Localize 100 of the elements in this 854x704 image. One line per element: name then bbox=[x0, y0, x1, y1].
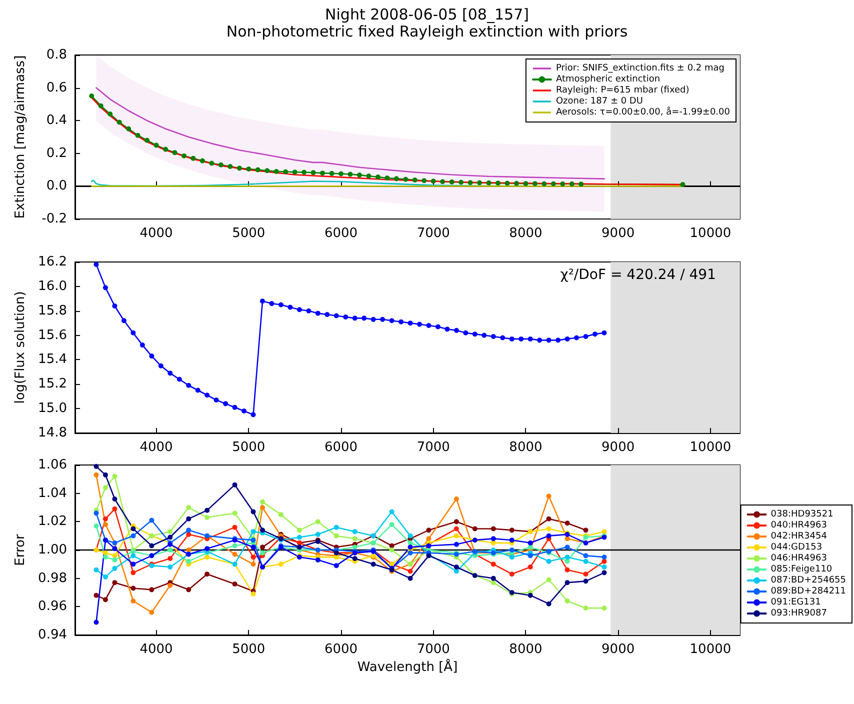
point bbox=[537, 338, 542, 343]
point bbox=[144, 138, 150, 143]
x-tick-label: 5000 bbox=[232, 642, 266, 657]
point bbox=[352, 556, 358, 561]
point bbox=[509, 554, 514, 560]
point bbox=[412, 177, 418, 182]
point bbox=[602, 558, 607, 564]
point bbox=[352, 529, 358, 534]
point bbox=[163, 146, 168, 152]
point bbox=[223, 401, 228, 406]
x-tick-label: 9000 bbox=[602, 440, 635, 455]
point bbox=[102, 522, 108, 527]
point bbox=[384, 176, 390, 180]
legend-label: 038:HD93521 bbox=[770, 510, 834, 520]
annotation: χ²/DoF = 420.24 / 491 bbox=[560, 267, 716, 283]
point bbox=[250, 562, 256, 567]
point bbox=[108, 112, 113, 117]
point bbox=[528, 540, 533, 546]
point bbox=[366, 174, 372, 179]
point bbox=[477, 180, 482, 186]
point bbox=[496, 180, 501, 186]
point bbox=[343, 314, 348, 320]
point bbox=[232, 543, 238, 548]
point bbox=[389, 548, 394, 552]
point bbox=[490, 576, 496, 581]
point bbox=[274, 168, 279, 174]
point bbox=[528, 553, 533, 558]
point bbox=[578, 182, 584, 187]
point bbox=[260, 499, 265, 504]
point bbox=[398, 319, 404, 324]
point bbox=[564, 536, 570, 542]
point bbox=[102, 285, 108, 290]
point bbox=[130, 586, 136, 591]
x-tick-label: 8000 bbox=[509, 440, 542, 455]
x-tick-label: 10000 bbox=[690, 642, 732, 657]
x-tick-label: 6000 bbox=[324, 226, 358, 241]
point bbox=[130, 553, 136, 558]
point bbox=[94, 620, 99, 625]
point bbox=[278, 512, 284, 518]
point bbox=[602, 570, 607, 576]
legend-label: Prior: SNIFS_extinction.fits ± 0.2 mag bbox=[556, 64, 725, 74]
point bbox=[94, 510, 99, 516]
point bbox=[546, 338, 552, 343]
point bbox=[260, 298, 265, 304]
point bbox=[232, 524, 238, 530]
point bbox=[168, 582, 173, 588]
point bbox=[172, 150, 178, 156]
point bbox=[583, 558, 588, 564]
point bbox=[186, 532, 192, 537]
point bbox=[195, 388, 200, 393]
point bbox=[130, 533, 136, 538]
point bbox=[352, 536, 358, 542]
point bbox=[168, 556, 173, 561]
point bbox=[454, 328, 459, 333]
legend-label: 087:BD+254655 bbox=[770, 576, 846, 586]
point bbox=[324, 312, 330, 318]
point bbox=[112, 580, 118, 586]
x-tick-label: 9000 bbox=[602, 226, 635, 241]
point bbox=[232, 582, 238, 586]
point bbox=[250, 509, 256, 514]
point bbox=[186, 505, 192, 510]
point bbox=[602, 564, 607, 570]
point bbox=[454, 542, 459, 547]
point bbox=[454, 496, 459, 502]
point bbox=[329, 170, 334, 176]
point bbox=[232, 482, 238, 488]
point bbox=[583, 606, 588, 611]
point bbox=[426, 528, 432, 533]
point bbox=[209, 160, 214, 166]
y-tick-label: 1.06 bbox=[38, 458, 67, 472]
point bbox=[490, 526, 496, 532]
point bbox=[228, 164, 233, 170]
point bbox=[463, 330, 468, 336]
point bbox=[352, 544, 358, 550]
point bbox=[260, 505, 265, 510]
point bbox=[112, 506, 118, 512]
point bbox=[102, 574, 108, 580]
point bbox=[250, 554, 256, 560]
point bbox=[126, 126, 132, 132]
point bbox=[260, 550, 265, 556]
point bbox=[190, 156, 196, 161]
point bbox=[320, 170, 326, 176]
point bbox=[528, 564, 533, 570]
point bbox=[168, 529, 173, 534]
point bbox=[389, 318, 394, 324]
point bbox=[352, 316, 358, 321]
point bbox=[302, 170, 307, 175]
point bbox=[583, 578, 588, 584]
point bbox=[250, 544, 256, 550]
point bbox=[112, 557, 118, 562]
point bbox=[680, 182, 686, 188]
point bbox=[250, 412, 256, 418]
point bbox=[204, 392, 210, 398]
point bbox=[306, 308, 312, 314]
point bbox=[435, 324, 440, 330]
chart-title: Night 2008-06-05 [08_157] bbox=[325, 6, 529, 24]
point bbox=[121, 318, 126, 324]
legend-label: 040:HR4963 bbox=[770, 520, 827, 530]
point bbox=[486, 180, 492, 186]
point bbox=[523, 181, 528, 186]
